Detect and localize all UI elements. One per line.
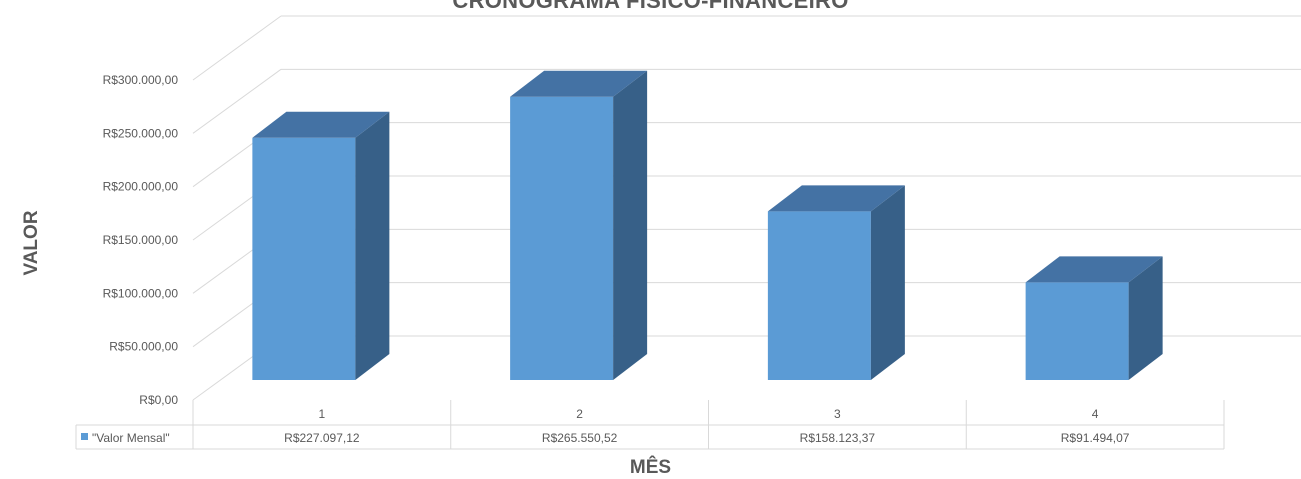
- data-label-3: R$158.123,37: [800, 431, 876, 445]
- bar-side-3: [870, 185, 905, 380]
- bar-front-3: [767, 211, 871, 380]
- bar-top-4: [1025, 256, 1163, 283]
- y-tick-label-6: R$300.000,00: [103, 73, 179, 87]
- bar-side-4: [1128, 256, 1163, 380]
- data-label-4: R$91.494,07: [1061, 431, 1130, 445]
- x-tick-label-4: 4: [1092, 407, 1099, 421]
- x-tick-label-1: 1: [319, 407, 326, 421]
- bar-top-3: [767, 185, 905, 212]
- y-tick-label-2: R$100.000,00: [103, 286, 179, 300]
- x-tick-label-2: 2: [576, 407, 583, 421]
- data-label-2: R$265.550,52: [542, 431, 618, 445]
- y-tick-label-0: R$0,00: [139, 393, 178, 407]
- legend-label: "Valor Mensal": [92, 431, 170, 445]
- x-tick-label-3: 3: [834, 407, 841, 421]
- y-tick-label-1: R$50.000,00: [109, 340, 178, 354]
- bar-top-1: [252, 111, 390, 138]
- bar-side-2: [613, 70, 648, 381]
- data-label-1: R$227.097,12: [284, 431, 360, 445]
- legend-swatch: [81, 433, 88, 440]
- chart-title: CRONOGRAMA FÍSICO-FINANCEIRO: [452, 0, 849, 13]
- y-tick-label-5: R$250.000,00: [103, 126, 179, 140]
- y-tick-label-4: R$200.000,00: [103, 180, 179, 194]
- bar-side-1: [355, 111, 390, 381]
- gridline-diagonal-5: [192, 68, 282, 134]
- y-tick-label-3: R$150.000,00: [103, 233, 179, 247]
- bar-top-2: [510, 70, 648, 97]
- bar-front-2: [510, 96, 614, 381]
- bar-front-4: [1025, 282, 1129, 380]
- gridline-diagonal-6: [192, 15, 282, 81]
- bar-front-1: [252, 137, 356, 380]
- x-axis-label: MÊS: [629, 457, 672, 478]
